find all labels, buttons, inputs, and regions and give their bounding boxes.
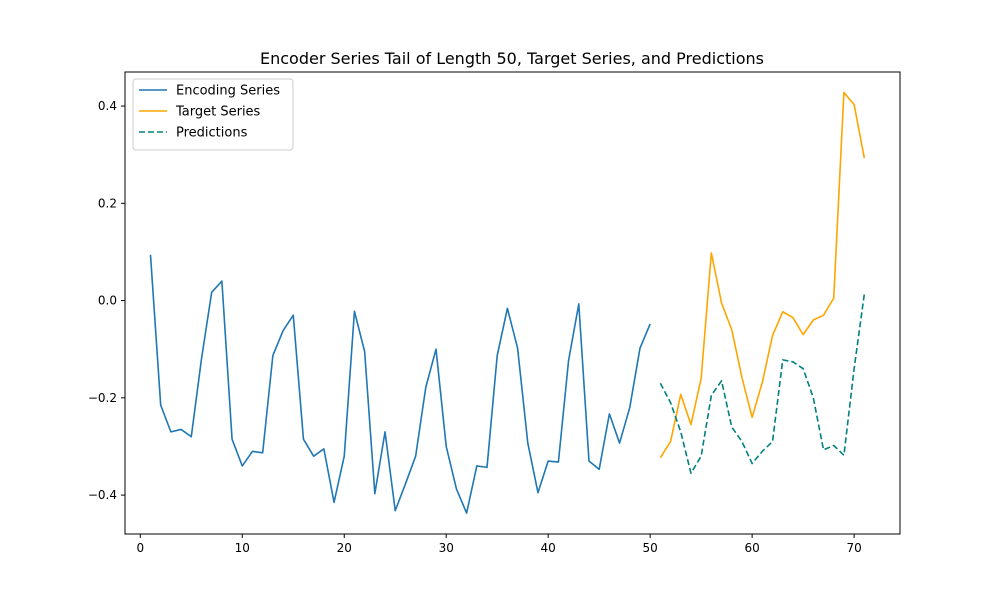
series-line-predictions bbox=[659, 294, 866, 475]
x-tick-label: 70 bbox=[846, 541, 861, 555]
legend-box bbox=[132, 78, 294, 151]
legend-label: Target Series bbox=[175, 105, 261, 120]
legend: Encoding Series Target Series Predictions bbox=[132, 78, 294, 151]
y-tick-label: 0.4 bbox=[98, 99, 117, 113]
plot-frame bbox=[124, 71, 901, 535]
x-tick-label: 40 bbox=[541, 541, 556, 555]
y-tick-label: 0.2 bbox=[98, 196, 117, 210]
series-line-encoding-series bbox=[149, 254, 651, 514]
x-tick-label: 60 bbox=[744, 541, 759, 555]
x-tick-label: 50 bbox=[643, 541, 658, 555]
series-line-target-series bbox=[659, 91, 866, 459]
y-tick-label: −0.2 bbox=[88, 391, 117, 405]
x-tick-label: 30 bbox=[439, 541, 454, 555]
chart-title: Encoder Series Tail of Length 50, Target… bbox=[260, 49, 764, 68]
x-tick-label: 20 bbox=[337, 541, 352, 555]
axes: 0 10 20 30 40 50 60 70 −0.4 −0.2 0.0 0.2 0.4 bbox=[88, 99, 862, 555]
y-tick-label: 0.0 bbox=[98, 294, 117, 308]
plot-area bbox=[149, 91, 866, 514]
legend-label: Encoding Series bbox=[176, 84, 280, 99]
x-tick-label: 0 bbox=[136, 541, 144, 555]
y-tick-label: −0.4 bbox=[88, 488, 117, 502]
x-tick-label: 10 bbox=[235, 541, 250, 555]
legend-label: Predictions bbox=[176, 126, 248, 141]
